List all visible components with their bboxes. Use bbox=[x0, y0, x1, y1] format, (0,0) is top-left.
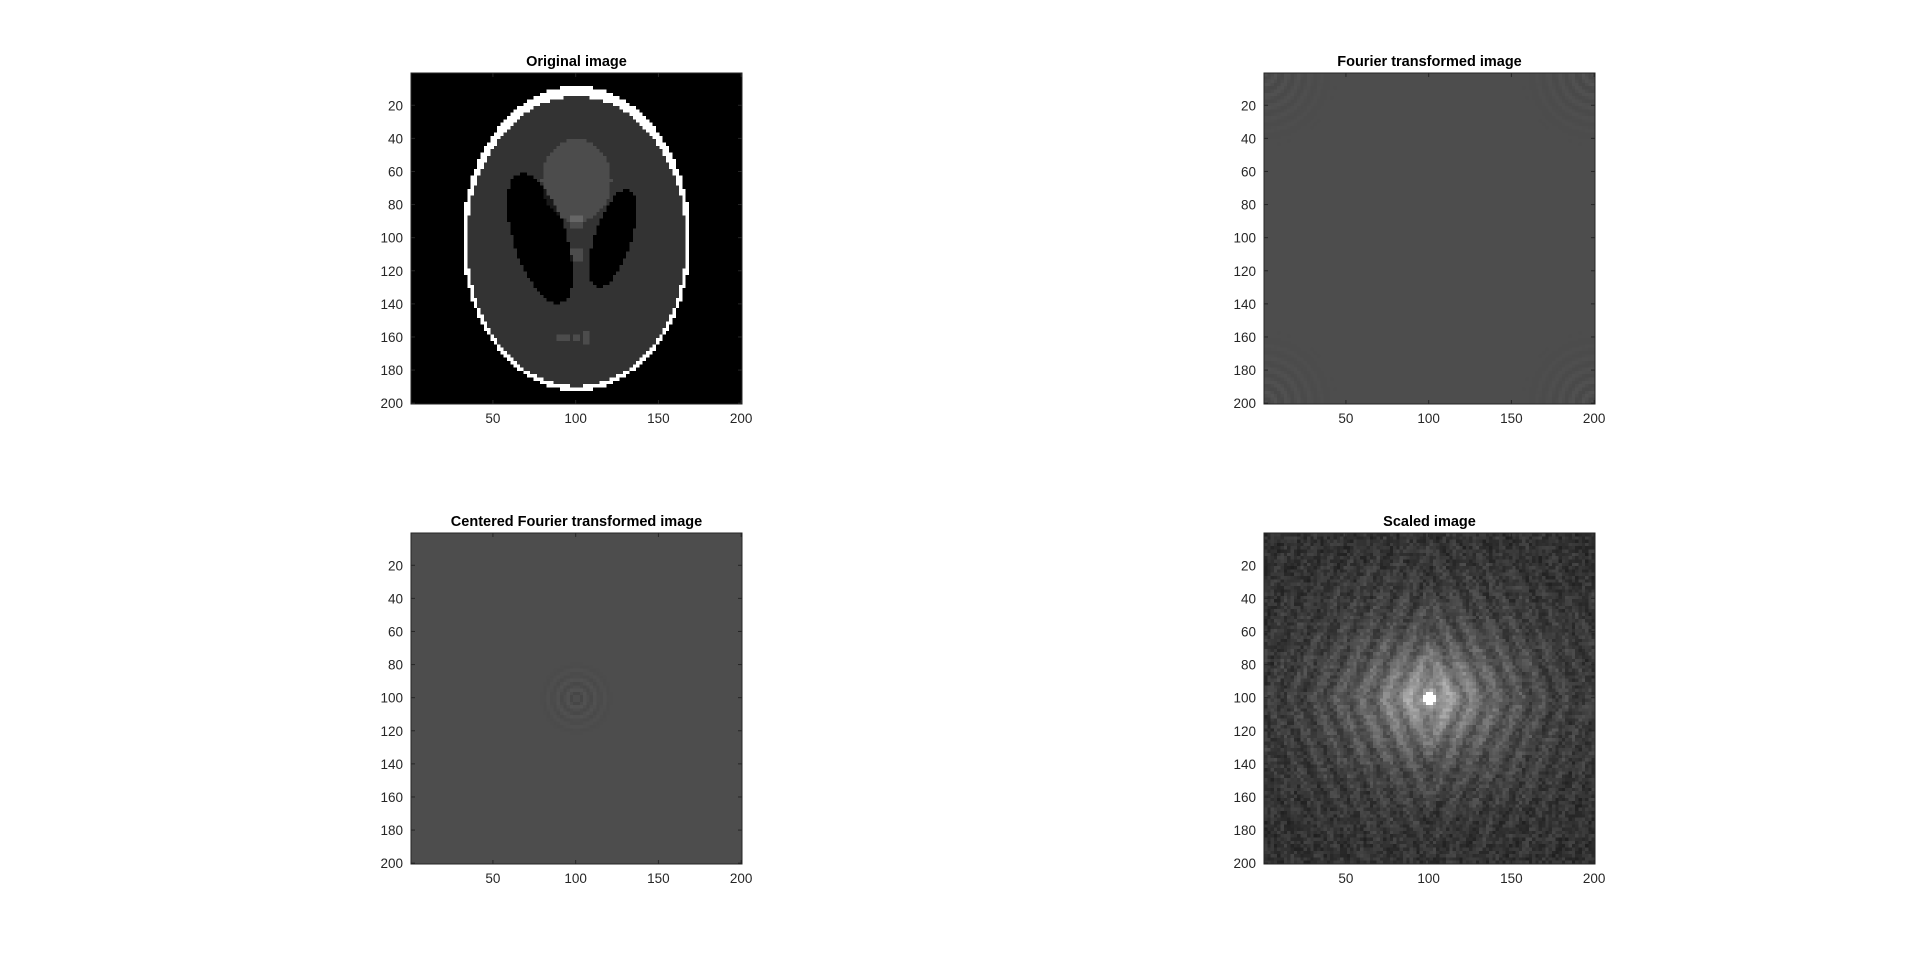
y-tick-label: 140 bbox=[1233, 297, 1256, 312]
y-tick-label: 160 bbox=[380, 330, 403, 345]
y-tick-label: 40 bbox=[388, 131, 403, 146]
x-tick-label: 50 bbox=[1338, 411, 1353, 426]
x-tick-label: 50 bbox=[485, 411, 500, 426]
y-tick-label: 20 bbox=[388, 558, 403, 573]
x-tick-label: 200 bbox=[730, 871, 753, 886]
x-tick-label: 150 bbox=[1500, 411, 1523, 426]
y-tick-label: 80 bbox=[388, 658, 403, 673]
y-tick-label: 200 bbox=[1233, 396, 1256, 411]
subplot-title: Centered Fourier transformed image bbox=[451, 514, 702, 530]
subplot-title: Original image bbox=[526, 54, 627, 70]
x-tick-label: 200 bbox=[730, 411, 753, 426]
x-tick-label: 50 bbox=[485, 871, 500, 886]
x-tick-label: 100 bbox=[1417, 871, 1440, 886]
y-tick-label: 180 bbox=[380, 363, 403, 378]
y-tick-label: 200 bbox=[380, 396, 403, 411]
x-tick-label: 100 bbox=[564, 871, 587, 886]
subplot-1: Original image 50 100 150 200 20 40 60 80 100 120 1… bbox=[380, 54, 752, 426]
y-tick-label: 100 bbox=[1233, 231, 1256, 246]
image-phantom bbox=[411, 73, 742, 404]
x-tick-label: 150 bbox=[1500, 871, 1523, 886]
y-tick-label: 80 bbox=[388, 198, 403, 213]
subplot-title: Scaled image bbox=[1383, 514, 1476, 530]
y-tick-label: 200 bbox=[380, 856, 403, 871]
axes-frame bbox=[410, 72, 743, 405]
y-tick-label: 180 bbox=[1233, 823, 1256, 838]
y-tick-label: 140 bbox=[1233, 757, 1256, 772]
y-tick-label: 160 bbox=[1233, 790, 1256, 805]
y-tick-label: 80 bbox=[1241, 658, 1256, 673]
x-tick-label: 50 bbox=[1338, 871, 1353, 886]
subplot-3: Centered Fourier transformed image 50 100 1… bbox=[380, 514, 752, 886]
x-tick-label: 100 bbox=[1417, 411, 1440, 426]
subplot-title: Fourier transformed image bbox=[1337, 54, 1522, 70]
x-tick-label: 150 bbox=[647, 411, 670, 426]
axes-frame bbox=[1263, 532, 1596, 865]
y-tick-label: 200 bbox=[1233, 856, 1256, 871]
x-tick-label: 150 bbox=[647, 871, 670, 886]
y-tick-label: 180 bbox=[1233, 363, 1256, 378]
y-tick-label: 40 bbox=[1241, 591, 1256, 606]
y-tick-label: 180 bbox=[380, 823, 403, 838]
image-fourier_transform bbox=[1264, 73, 1595, 404]
subplot-4: Scaled image 50 100 150 200 20 40 60 80 100 120 140… bbox=[1233, 514, 1605, 886]
x-tick-label: 100 bbox=[564, 411, 587, 426]
y-tick-label: 40 bbox=[1241, 131, 1256, 146]
y-tick-label: 140 bbox=[380, 757, 403, 772]
y-tick-label: 60 bbox=[1241, 624, 1256, 639]
y-tick-label: 40 bbox=[388, 591, 403, 606]
y-tick-label: 20 bbox=[1241, 98, 1256, 113]
y-tick-label: 120 bbox=[1233, 264, 1256, 279]
y-tick-label: 120 bbox=[1233, 724, 1256, 739]
y-tick-label: 100 bbox=[380, 691, 403, 706]
y-tick-label: 20 bbox=[388, 98, 403, 113]
y-tick-label: 100 bbox=[380, 231, 403, 246]
y-tick-label: 120 bbox=[380, 264, 403, 279]
axes-frame bbox=[1263, 72, 1596, 405]
axes-frame bbox=[410, 532, 743, 865]
y-tick-label: 60 bbox=[388, 164, 403, 179]
image-centered_fourier_transform bbox=[411, 533, 742, 864]
x-tick-label: 200 bbox=[1583, 411, 1606, 426]
y-tick-label: 60 bbox=[388, 624, 403, 639]
subplot-2: Fourier transformed image 50 100 150 200 20 40… bbox=[1233, 54, 1605, 426]
y-tick-label: 160 bbox=[380, 790, 403, 805]
y-tick-label: 80 bbox=[1241, 198, 1256, 213]
y-tick-label: 160 bbox=[1233, 330, 1256, 345]
x-tick-label: 200 bbox=[1583, 871, 1606, 886]
image-log_scaled_fourier_transform bbox=[1264, 533, 1595, 864]
y-tick-label: 20 bbox=[1241, 558, 1256, 573]
y-tick-label: 60 bbox=[1241, 164, 1256, 179]
y-tick-label: 120 bbox=[380, 724, 403, 739]
y-tick-label: 100 bbox=[1233, 691, 1256, 706]
y-tick-label: 140 bbox=[380, 297, 403, 312]
